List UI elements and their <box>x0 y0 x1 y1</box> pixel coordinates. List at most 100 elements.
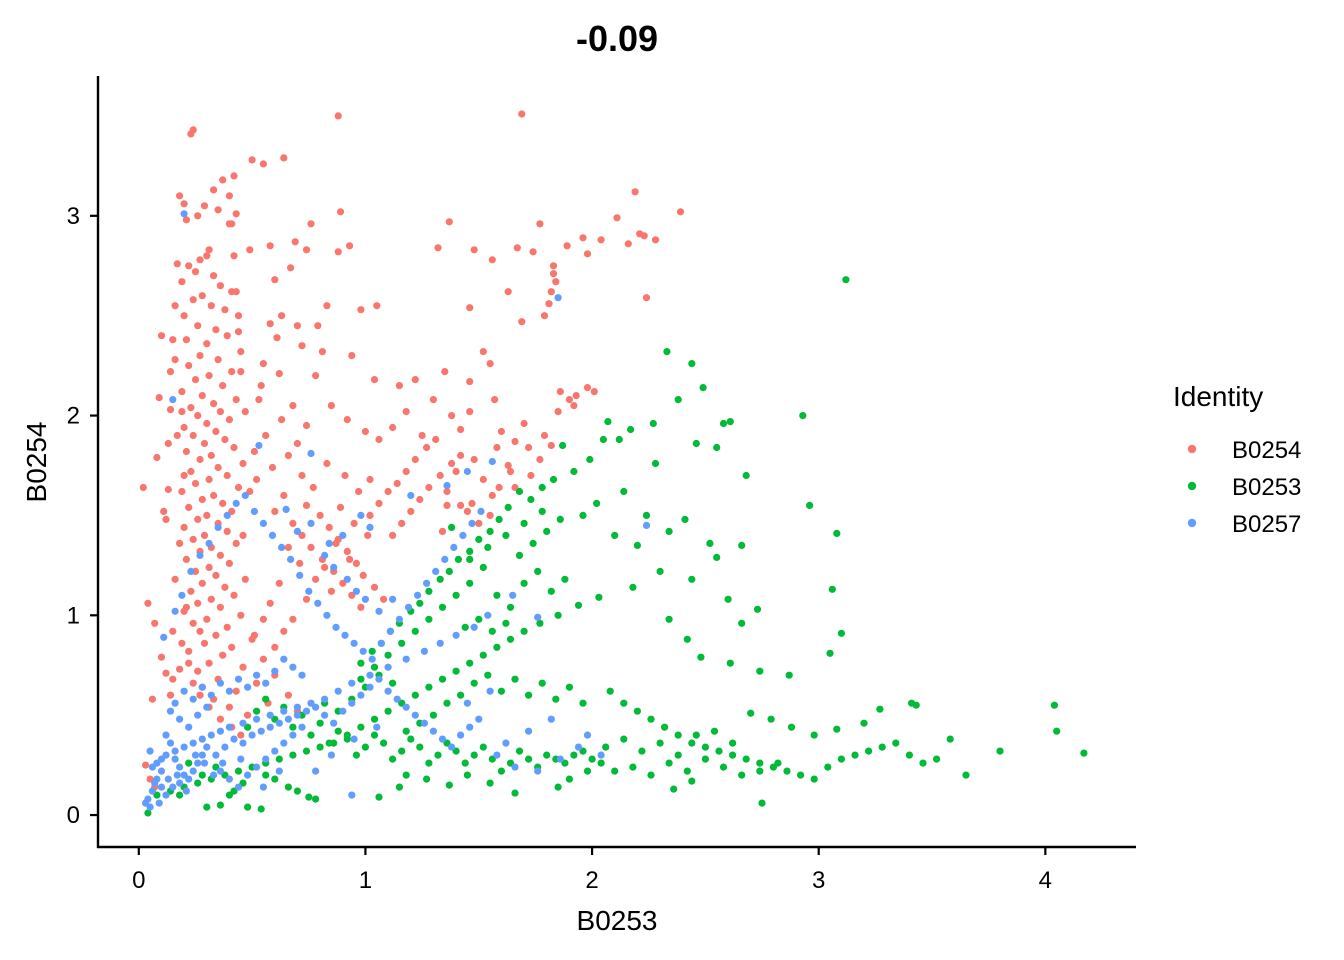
point-B0254-153 <box>164 485 172 494</box>
point-B0257-2 <box>169 396 177 404</box>
point-B0253-46 <box>611 531 619 540</box>
point-B0253-42 <box>579 511 587 519</box>
point-B0253-209 <box>457 691 465 699</box>
point-B0254-205 <box>357 603 365 611</box>
point-B0254-207 <box>366 511 374 519</box>
point-B0254-344 <box>189 679 197 687</box>
point-B0257-122 <box>268 531 277 540</box>
point-B0254-184 <box>298 471 306 480</box>
point-B0254-229 <box>438 527 447 536</box>
point-B0254-96 <box>219 499 227 507</box>
point-B0253-133 <box>876 705 884 713</box>
point-B0254-180 <box>262 431 270 440</box>
point-B0253-279 <box>144 809 152 817</box>
point-B0257-5 <box>488 457 496 466</box>
point-B0257-26 <box>266 711 274 719</box>
point-B0254-274 <box>540 312 549 320</box>
point-B0253-102 <box>633 707 642 715</box>
point-B0257-115 <box>205 539 213 548</box>
point-B0254-247 <box>466 378 474 386</box>
point-B0253-226 <box>479 563 487 572</box>
point-B0257-67 <box>194 759 202 767</box>
point-B0257-182 <box>142 799 150 807</box>
point-B0254-255 <box>504 461 512 470</box>
point-B0257-21 <box>334 687 342 695</box>
point-B0253-124 <box>933 755 941 763</box>
point-B0253-4 <box>674 396 682 404</box>
point-B0257-0 <box>180 210 188 218</box>
point-B0254-238 <box>429 396 437 404</box>
point-B0257-131 <box>350 639 358 647</box>
point-B0254-137 <box>239 663 247 671</box>
point-B0253-182 <box>647 771 655 779</box>
point-B0253-160 <box>416 743 424 751</box>
point-B0253-51 <box>833 529 841 538</box>
point-B0253-110 <box>742 755 750 763</box>
point-B0253-255 <box>216 801 224 809</box>
point-B0254-192 <box>325 523 333 532</box>
point-B0257-184 <box>164 775 172 783</box>
point-B0254-105 <box>189 535 197 544</box>
point-B0257-68 <box>198 751 206 759</box>
point-B0253-41 <box>593 499 601 507</box>
point-B0254-228 <box>475 519 483 528</box>
point-B0254-115 <box>241 575 249 583</box>
point-B0253-155 <box>461 759 469 767</box>
point-B0253-174 <box>289 723 297 731</box>
point-B0254-313 <box>275 579 283 587</box>
x-tick-label-4: 4 <box>1039 867 1052 894</box>
point-B0254-315 <box>266 599 274 607</box>
point-B0253-55 <box>753 605 762 613</box>
point-B0254-208 <box>398 519 406 528</box>
point-B0254-68 <box>178 388 186 396</box>
point-B0254-70 <box>232 396 240 404</box>
point-B0254-174 <box>259 360 267 368</box>
point-B0254-126 <box>189 619 197 627</box>
point-B0254-222 <box>468 499 476 507</box>
point-B0253-235 <box>357 675 365 683</box>
point-B0257-69 <box>203 743 211 751</box>
point-B0253-125 <box>946 735 954 743</box>
point-B0254-335 <box>164 439 172 448</box>
point-B0257-59 <box>203 703 211 711</box>
point-B0254-216 <box>436 471 444 480</box>
point-B0253-121 <box>892 739 900 747</box>
point-B0254-49 <box>198 292 206 300</box>
point-B0253-26 <box>486 527 494 536</box>
point-B0254-134 <box>219 651 227 659</box>
point-B0254-316 <box>280 627 288 635</box>
point-B0257-95 <box>348 699 356 707</box>
point-B0253-169 <box>334 727 342 735</box>
point-B0257-85 <box>257 727 265 735</box>
point-B0253-115 <box>810 775 818 783</box>
point-B0254-301 <box>366 475 374 484</box>
point-B0253-269 <box>402 771 410 779</box>
point-B0253-151 <box>497 767 505 775</box>
point-B0257-51 <box>198 683 206 691</box>
point-B0253-162 <box>398 747 406 755</box>
point-B0253-107 <box>701 743 710 751</box>
point-B0257-199 <box>237 755 245 763</box>
point-B0254-160 <box>157 332 166 340</box>
point-B0254-259 <box>443 501 451 509</box>
point-B0254-50 <box>189 296 197 304</box>
point-B0253-70 <box>554 611 562 619</box>
point-B0254-299 <box>341 471 349 480</box>
point-B0253-205 <box>565 683 574 691</box>
point-B0253-119 <box>865 747 873 755</box>
point-B0257-28 <box>239 719 247 727</box>
point-B0253-24 <box>504 503 512 511</box>
point-B0253-72 <box>520 627 528 635</box>
point-B0257-66 <box>189 767 197 775</box>
point-B0254-74 <box>194 412 202 420</box>
point-B0254-19 <box>232 210 240 218</box>
point-B0257-43 <box>271 667 279 675</box>
point-B0257-40 <box>298 671 306 679</box>
point-B0253-62 <box>756 667 764 675</box>
point-B0257-15 <box>436 639 444 647</box>
point-B0257-99 <box>384 687 392 695</box>
point-B0253-32 <box>425 587 433 595</box>
point-B0253-206 <box>579 699 587 707</box>
point-B0254-14 <box>194 212 202 220</box>
point-B0257-163 <box>493 751 501 759</box>
